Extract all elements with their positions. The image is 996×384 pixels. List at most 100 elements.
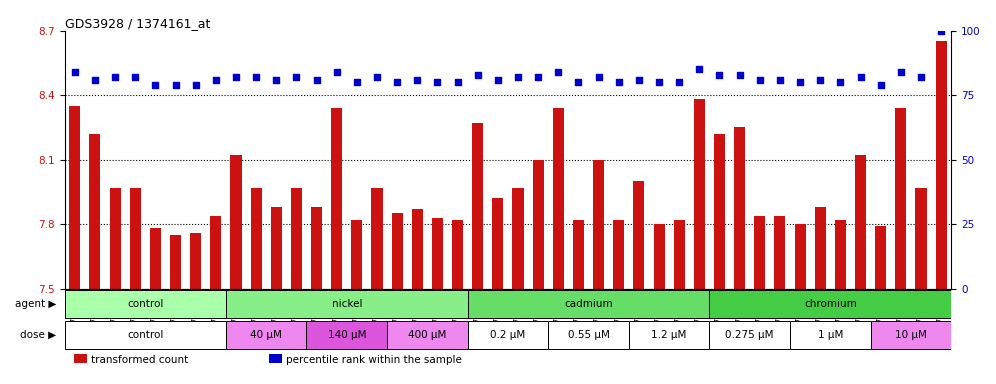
FancyBboxPatch shape [709, 290, 951, 318]
Bar [210, 215, 221, 289]
Bar [935, 41, 946, 289]
Text: percentile rank within the sample: percentile rank within the sample [287, 354, 462, 364]
Point [611, 79, 626, 85]
Bar [372, 188, 382, 289]
Bar [452, 220, 463, 289]
Text: GDS3928 / 1374161_at: GDS3928 / 1374161_at [65, 17, 210, 30]
Point [591, 74, 607, 80]
Point [853, 74, 869, 80]
Point [530, 74, 546, 80]
Text: 0.55 μM: 0.55 μM [568, 330, 610, 340]
Text: 0.275 μM: 0.275 μM [725, 330, 774, 340]
FancyBboxPatch shape [387, 321, 468, 349]
Bar [472, 123, 483, 289]
Point [187, 82, 203, 88]
Bar [311, 207, 322, 289]
Point [147, 82, 163, 88]
Point [510, 74, 526, 80]
Text: control: control [127, 330, 163, 340]
Bar [653, 224, 664, 289]
Point [289, 74, 305, 80]
Point [833, 79, 849, 85]
Bar [815, 207, 826, 289]
Bar [614, 220, 624, 289]
Point [813, 77, 829, 83]
FancyBboxPatch shape [226, 290, 468, 318]
Bar [70, 106, 81, 289]
FancyBboxPatch shape [65, 290, 226, 318]
Point [691, 66, 707, 73]
Text: 40 μM: 40 μM [250, 330, 282, 340]
FancyBboxPatch shape [871, 321, 951, 349]
Point [551, 69, 567, 75]
Bar [332, 108, 343, 289]
Bar [795, 224, 806, 289]
FancyBboxPatch shape [65, 321, 226, 349]
Text: transformed count: transformed count [92, 354, 188, 364]
Bar [90, 134, 101, 289]
Point [127, 74, 143, 80]
Text: 10 μM: 10 μM [895, 330, 927, 340]
Text: nickel: nickel [332, 299, 362, 309]
Point [470, 71, 486, 78]
Point [67, 69, 83, 75]
Point [409, 77, 425, 83]
Bar [110, 188, 121, 289]
FancyBboxPatch shape [548, 321, 628, 349]
Text: 400 μM: 400 μM [408, 330, 446, 340]
Point [792, 79, 808, 85]
Text: 140 μM: 140 μM [328, 330, 367, 340]
Bar [734, 127, 745, 289]
Point [671, 79, 687, 85]
Bar [492, 199, 503, 289]
Bar [573, 220, 584, 289]
Point [349, 79, 365, 85]
Bar [714, 134, 725, 289]
Text: 0.2 μM: 0.2 μM [490, 330, 526, 340]
Bar [190, 233, 201, 289]
Point [892, 69, 908, 75]
Bar [230, 156, 241, 289]
Text: control: control [127, 299, 163, 309]
Point [309, 77, 325, 83]
FancyBboxPatch shape [709, 321, 790, 349]
Bar [149, 228, 161, 289]
Point [370, 74, 385, 80]
Point [872, 82, 888, 88]
Point [208, 77, 224, 83]
Text: cadmium: cadmium [564, 299, 613, 309]
Bar [411, 209, 423, 289]
Bar [775, 215, 786, 289]
Bar [754, 215, 765, 289]
Point [752, 77, 768, 83]
Bar [673, 220, 684, 289]
FancyBboxPatch shape [628, 321, 709, 349]
Bar [251, 188, 262, 289]
Bar [694, 99, 705, 289]
Bar [74, 354, 87, 363]
Point [429, 79, 445, 85]
FancyBboxPatch shape [307, 321, 387, 349]
Bar [269, 354, 282, 363]
Bar [875, 226, 886, 289]
Bar [432, 218, 443, 289]
Text: 1.2 μM: 1.2 μM [651, 330, 687, 340]
Point [490, 77, 506, 83]
FancyBboxPatch shape [226, 321, 307, 349]
Bar [915, 188, 926, 289]
Text: chromium: chromium [804, 299, 857, 309]
Bar [855, 156, 867, 289]
Bar [271, 207, 282, 289]
Point [389, 79, 405, 85]
Bar [291, 188, 302, 289]
Point [248, 74, 264, 80]
FancyBboxPatch shape [468, 321, 548, 349]
Point [630, 77, 646, 83]
Point [711, 71, 727, 78]
Point [87, 77, 103, 83]
Point [449, 79, 465, 85]
Point [913, 74, 929, 80]
Bar [391, 214, 402, 289]
FancyBboxPatch shape [790, 321, 871, 349]
Point [933, 28, 949, 34]
